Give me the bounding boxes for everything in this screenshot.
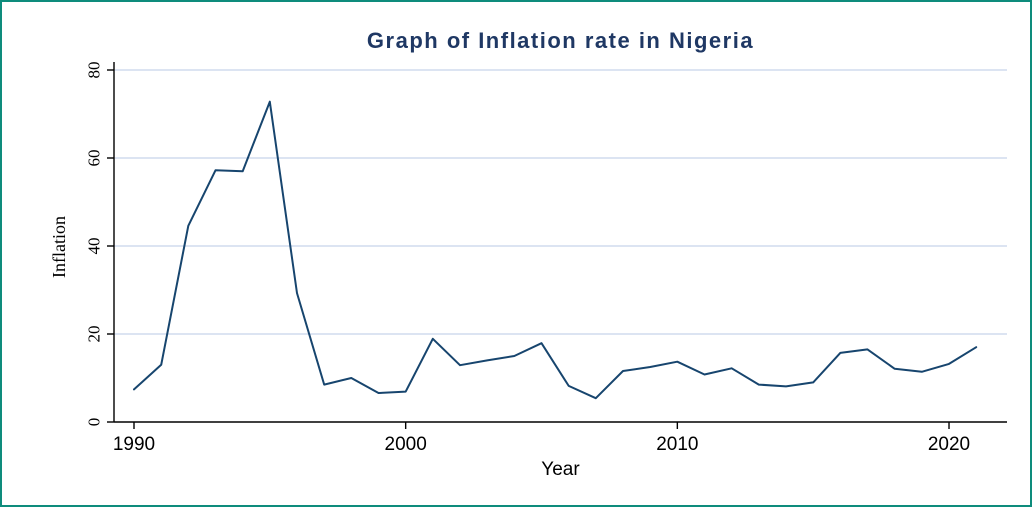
x-tick-labels: 1990 2000 2010 2020 [113, 434, 970, 455]
x-axis-label: Year [541, 459, 580, 480]
svg-text:80: 80 [85, 62, 104, 79]
svg-text:20: 20 [85, 326, 104, 343]
svg-text:60: 60 [85, 150, 104, 167]
svg-text:2000: 2000 [385, 434, 427, 455]
svg-text:2010: 2010 [656, 434, 698, 455]
svg-text:1990: 1990 [113, 434, 155, 455]
svg-text:40: 40 [85, 238, 104, 255]
y-tick-labels: 0 20 40 60 80 [85, 62, 104, 427]
inflation-series-line [133, 100, 978, 400]
gridlines [114, 69, 1007, 335]
chart-title: Graph of Inflation rate in Nigeria [366, 28, 755, 53]
svg-text:0: 0 [85, 418, 104, 427]
axes [107, 62, 1007, 429]
svg-text:2020: 2020 [928, 434, 970, 455]
